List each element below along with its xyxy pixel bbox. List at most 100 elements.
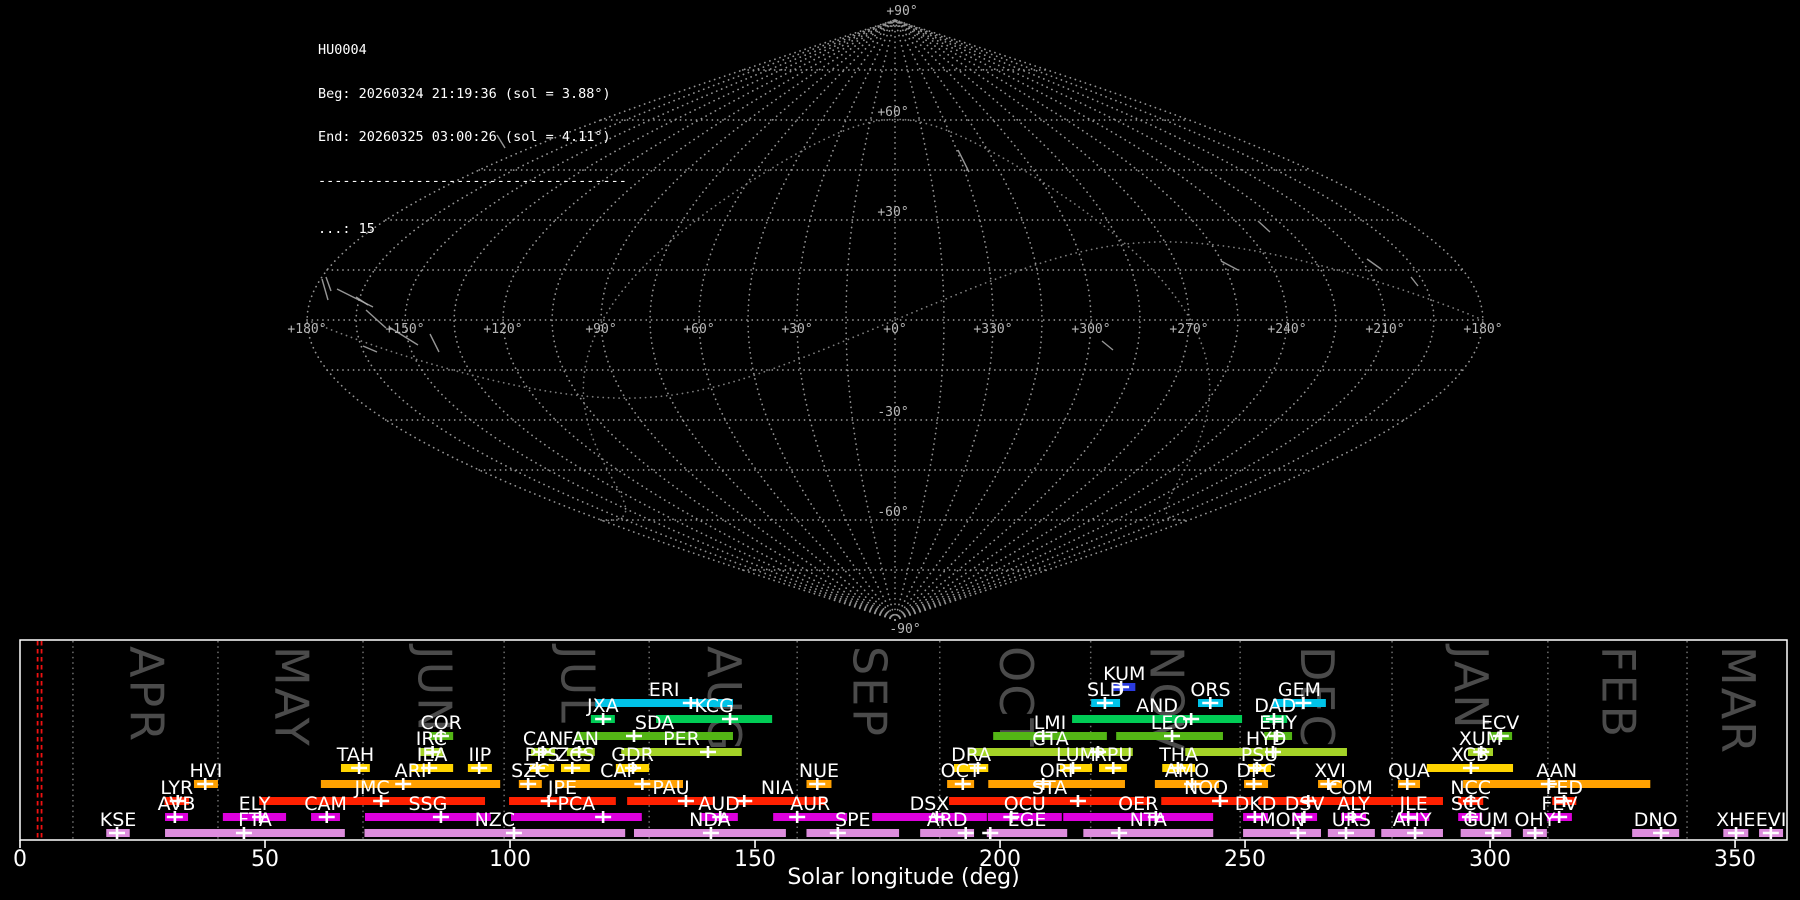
shower-label-HYD: HYD [1246, 728, 1287, 750]
x-tick-label-50: 50 [251, 847, 279, 872]
shower-label-OCU: OCU [1004, 793, 1046, 815]
shower-label-QUA: QUA [1388, 760, 1430, 782]
shower-label-PAU: PAU [652, 777, 689, 799]
shower-label-SZC: SZC [511, 760, 549, 782]
x-tick-label-200: 200 [979, 847, 1021, 872]
sky-lon-label: +270° [1169, 322, 1208, 337]
shower-label-AND: AND [1136, 695, 1178, 717]
shower-bar-COM [1258, 797, 1443, 805]
end-time: End: 20260325 03:00:26 (sol = 4.11°) [318, 129, 611, 145]
shower-label-NOO: NOO [1184, 777, 1228, 799]
shower-label-KCG: KCG [694, 695, 733, 717]
month-label-JUL: JUL [551, 643, 605, 725]
shower-label-DPC: DPC [1236, 760, 1275, 782]
shower-label-SLD: SLD [1087, 679, 1124, 701]
shower-label-NIA: NIA [761, 777, 794, 799]
sky-lat-label: -60° [877, 505, 908, 520]
meteor-streak [429, 333, 440, 353]
shower-label-NDA: NDA [689, 809, 731, 831]
sky-lat-label: -90° [889, 622, 920, 637]
shower-label-NTA: NTA [1130, 809, 1167, 831]
shower-bar-STA [949, 797, 1150, 805]
month-label-MAR: MAR [1711, 646, 1765, 755]
galactic-equator-line [582, 118, 1211, 522]
shower-label-MON: MON [1259, 809, 1305, 831]
sky-meridian [404, 19, 896, 621]
shower-label-IEA: IEA [417, 744, 448, 766]
shower-bar-SSG [364, 813, 491, 821]
shower-label-OCT: OCT [941, 760, 981, 782]
shower-label-PSU: PSU [1241, 744, 1278, 766]
shower-label-COM: COM [1328, 777, 1373, 799]
shower-label-JLE: JLE [1399, 793, 1428, 815]
sky-meridian [894, 19, 994, 621]
month-label-DEC: DEC [1290, 646, 1344, 749]
meteor-streak [496, 134, 506, 149]
sky-meridian [747, 19, 896, 621]
shower-bar-NOO [1161, 797, 1251, 805]
x-tick-label-250: 250 [1224, 847, 1266, 872]
x-tick-label-350: 350 [1714, 847, 1756, 872]
shower-bar-OCU [987, 813, 1062, 821]
shower-bar-OER [1063, 813, 1214, 821]
month-label-FEB: FEB [1592, 646, 1646, 739]
sky-lon-label: +60° [683, 322, 714, 337]
shower-label-AVB: AVB [158, 793, 196, 815]
month-label-JUN: JUN [408, 643, 462, 734]
shower-label-AAN: AAN [1536, 760, 1577, 782]
observation-header: HU0004 Beg: 20260324 21:19:36 (sol = 3.8… [318, 14, 627, 266]
shower-label-LMI: LMI [1034, 712, 1067, 734]
shower-label-ZCS: ZCS [556, 744, 594, 766]
meteor-streak [1220, 260, 1239, 271]
shower-label-JMC: JMC [353, 777, 389, 799]
shower-label-DKD: DKD [1235, 793, 1277, 815]
shower-bar-ORI [988, 780, 1125, 788]
shower-label-GEM: GEM [1278, 679, 1321, 701]
meteor-streak [362, 345, 378, 353]
sky-lon-label: +30° [781, 322, 812, 337]
sky-meridian [894, 19, 1141, 621]
shower-label-XVI: XVI [1314, 760, 1346, 782]
shower-bar-KCG [656, 715, 773, 723]
shower-label-DSV: DSV [1285, 793, 1325, 815]
meteor-streak [957, 149, 970, 173]
x-tick-label-300: 300 [1469, 847, 1511, 872]
shower-bar-MON [1243, 829, 1321, 837]
shower-label-LEO: LEO [1151, 712, 1189, 734]
shower-label-RPU: RPU [1094, 744, 1133, 766]
shower-label-ALY: ALY [1337, 793, 1370, 815]
shower-bar-NIA [729, 797, 826, 805]
station-id: HU0004 [318, 42, 367, 58]
meteor-streak [388, 326, 419, 346]
shower-label-XHE: XHE [1716, 809, 1755, 831]
shower-label-DRA: DRA [951, 744, 991, 766]
shower-label-LYR: LYR [160, 777, 193, 799]
divider-dashes: -------------------------------------- [318, 172, 627, 189]
shower-bar-ERI [595, 699, 733, 707]
shower-label-PPS: PPS [525, 744, 560, 766]
shower-label-THA: THA [1158, 744, 1198, 766]
shower-label-AHY: AHY [1393, 809, 1432, 831]
shower-label-ARI: ARI [395, 760, 427, 782]
shower-label-URS: URS [1332, 809, 1371, 831]
shower-label-DAD: DAD [1254, 695, 1296, 717]
shower-label-SPE: SPE [835, 809, 871, 831]
shower-label-PER: PER [663, 728, 700, 750]
sky-meridian [894, 19, 1435, 621]
sky-lat-label: +60° [877, 105, 908, 120]
shower-label-IRC: IRC [416, 728, 447, 750]
shower-bar-CAP [555, 780, 683, 788]
month-label-JAN: JAN [1444, 643, 1498, 731]
shower-label-OHY: OHY [1514, 809, 1555, 831]
shower-label-ERI: ERI [649, 679, 680, 701]
sky-lon-label: +150° [385, 322, 424, 337]
shower-bar-SPE [806, 829, 900, 837]
shower-label-COR: COR [420, 712, 461, 734]
shower-label-SDA: SDA [635, 712, 674, 734]
shower-bar-AUR [773, 813, 848, 821]
shower-label-EVI: EVI [1756, 809, 1787, 831]
shower-label-DNO: DNO [1634, 809, 1678, 831]
sky-lon-label: +120° [483, 322, 522, 337]
shower-label-PCA: PCA [558, 793, 596, 815]
